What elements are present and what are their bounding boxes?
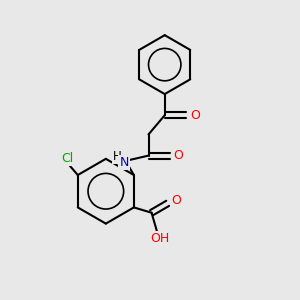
Text: N: N [119,156,129,169]
Text: O: O [171,194,181,207]
Text: Cl: Cl [61,152,74,165]
Text: H: H [113,150,122,163]
Text: O: O [174,149,184,162]
Text: O: O [190,109,200,122]
Text: OH: OH [150,232,170,245]
